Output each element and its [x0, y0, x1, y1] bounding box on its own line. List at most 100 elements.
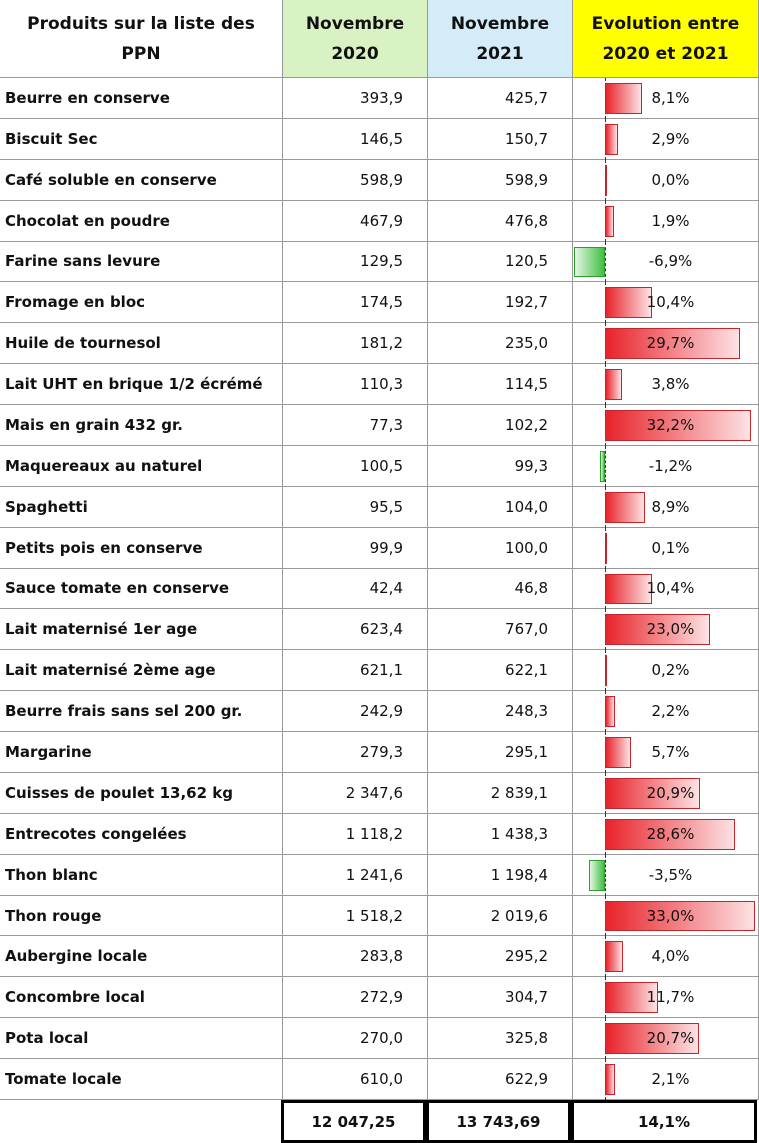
value-text: 2 019,6 [490, 906, 548, 925]
value-text: 99,3 [514, 456, 548, 475]
value-text: 325,8 [505, 1029, 548, 1048]
value-cell: 2 347,6 [283, 772, 428, 814]
data-bar [573, 246, 605, 278]
row-label-cell: Lait maternisé 1er age [0, 609, 283, 651]
value-text: 114,5 [505, 375, 548, 394]
product-name: Biscuit Sec [5, 129, 98, 148]
value-cell: 248,3 [428, 691, 573, 733]
evolution-cell: 0,2% [573, 650, 759, 692]
row-label-cell: Thon rouge [0, 895, 283, 937]
evolution-text: 23,0% [646, 620, 695, 639]
data-bar [605, 410, 752, 441]
row-label-cell: Margarine [0, 732, 283, 773]
product-name: Margarine [5, 743, 92, 762]
product-name: Fromage en bloc [5, 293, 146, 312]
evolution-text: 8,1% [651, 88, 690, 107]
data-bar [605, 205, 614, 237]
value-cell: 192,7 [428, 282, 573, 324]
value-text: 181,2 [360, 334, 403, 353]
row-label-cell: Tomate locale [0, 1059, 283, 1100]
product-name: Cuisses de poulet 13,62 kg [5, 783, 233, 802]
value-text: 295,2 [505, 947, 548, 966]
value-cell: 95,5 [283, 486, 428, 528]
data-bar [605, 818, 735, 850]
value-text: 393,9 [360, 88, 403, 107]
data-bar [605, 287, 653, 319]
value-cell: 2 839,1 [428, 772, 573, 814]
evolution-cell: 0,1% [573, 527, 759, 569]
row-label-cell: Café soluble en conserve [0, 159, 283, 201]
data-bar [605, 1023, 700, 1055]
evolution-cell: 11,7% [573, 977, 759, 1019]
value-cell: 100,0 [428, 527, 573, 569]
evolution-text: 3,8% [651, 375, 690, 394]
zero-axis [605, 445, 606, 487]
product-name: Maquereaux au naturel [5, 456, 203, 475]
evolution-cell: -1,2% [573, 445, 759, 487]
value-text: 279,3 [360, 743, 403, 762]
evolution-text: 20,9% [646, 783, 695, 802]
evolution-text: 0,1% [651, 538, 690, 557]
data-bar [605, 369, 623, 401]
value-cell: 110,3 [283, 364, 428, 406]
evolution-text: 2,1% [651, 1070, 690, 1089]
row-label-cell: Lait maternisé 2ème age [0, 650, 283, 692]
evolution-cell: 2,9% [573, 118, 759, 160]
value-cell: 325,8 [428, 1018, 573, 1060]
value-cell: 100,5 [283, 445, 428, 487]
value-cell: 150,7 [428, 118, 573, 160]
evolution-cell: 3,8% [573, 364, 759, 406]
value-text: 622,9 [505, 1070, 548, 1089]
data-bar [605, 491, 646, 523]
value-text: 767,0 [505, 620, 548, 639]
value-cell: 623,4 [283, 609, 428, 651]
value-text: 235,0 [505, 334, 548, 353]
value-text: 95,5 [369, 497, 403, 516]
product-name: Sauce tomate en conserve [5, 579, 230, 598]
value-cell: 114,5 [428, 364, 573, 406]
product-name: Petits pois en conserve [5, 538, 203, 557]
evolution-text: 1,9% [651, 211, 690, 230]
evolution-text: 8,9% [651, 497, 690, 516]
value-text: 99,9 [369, 538, 403, 557]
value-cell: 242,9 [283, 691, 428, 733]
value-cell: 621,1 [283, 650, 428, 692]
evolution-text: 33,0% [646, 906, 695, 925]
evolution-text: 28,6% [646, 824, 695, 843]
value-cell: 129,5 [283, 241, 428, 283]
evolution-text: 20,7% [646, 1029, 695, 1048]
product-name: Entrecotes congelées [5, 824, 187, 843]
value-text: 270,0 [360, 1029, 403, 1048]
product-name: Mais en grain 432 gr. [5, 415, 183, 434]
value-cell: 2 019,6 [428, 895, 573, 937]
value-text: 1 118,2 [345, 824, 403, 843]
value-text: 610,0 [360, 1070, 403, 1089]
header-text: Evolution entre 2020 et 2021 [591, 13, 740, 64]
data-bar [605, 164, 607, 196]
value-cell: 467,9 [283, 200, 428, 242]
value-text: 248,3 [505, 702, 548, 721]
header-cell: Novembre 2020 [283, 0, 428, 78]
value-text: 129,5 [360, 252, 403, 271]
row-label-cell: Beurre en conserve [0, 78, 283, 119]
data-bar [605, 614, 710, 646]
value-text: 476,8 [505, 211, 548, 230]
total-blank-cell [0, 1100, 283, 1143]
evolution-text: 4,0% [651, 947, 690, 966]
value-text: 283,8 [360, 947, 403, 966]
product-name: Huile de tournesol [5, 334, 161, 353]
row-label-cell: Thon blanc [0, 854, 283, 896]
data-bar [605, 696, 615, 728]
header-text: Novembre 2021 [450, 13, 550, 64]
product-name: Lait UHT en brique 1/2 écrémé [5, 375, 263, 394]
evolution-cell: 0,0% [573, 159, 759, 201]
product-name: Spaghetti [5, 497, 88, 516]
value-text: 2 839,1 [490, 783, 548, 802]
value-cell: 99,9 [283, 527, 428, 569]
value-text: 622,1 [505, 661, 548, 680]
row-label-cell: Maquereaux au naturel [0, 445, 283, 487]
value-cell: 1 518,2 [283, 895, 428, 937]
evolution-cell: 28,6% [573, 813, 759, 855]
evolution-cell: 23,0% [573, 609, 759, 651]
